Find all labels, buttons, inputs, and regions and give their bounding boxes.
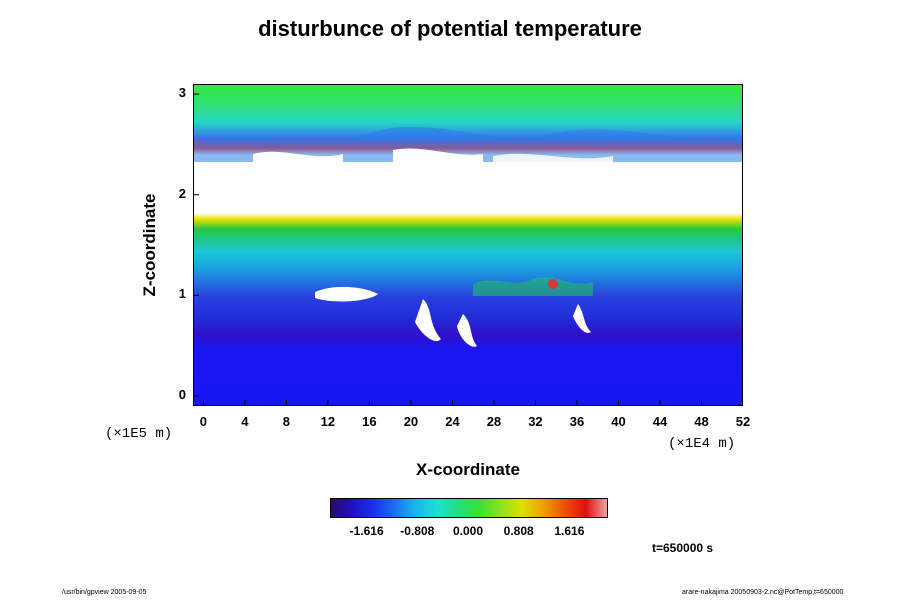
x-tick-label: 12 [320, 414, 336, 429]
colorbar-tick-label: -1.616 [349, 524, 384, 538]
white-plume-3 [573, 304, 591, 333]
white-plume-1 [415, 299, 441, 342]
colorbar-tick-label: 0.000 [452, 524, 484, 538]
red-cell [548, 279, 558, 289]
footer-left: /usr/bin/gpview 2005-09-05 [62, 589, 147, 596]
x-tick-label: 36 [569, 414, 585, 429]
chart-title: disturbunce of potential temperature [258, 16, 642, 41]
time-label: t=650000 s [652, 541, 714, 555]
x-tick-label: 48 [694, 414, 709, 429]
colorbar-tick-label: 1.616 [554, 524, 585, 538]
temperature-field [193, 84, 743, 406]
white-patch-high-2 [393, 148, 483, 162]
x-tick-label: 20 [403, 414, 419, 429]
y-tick-label-3: 3 [178, 85, 186, 100]
colorbar-tick-label: 0.808 [503, 524, 534, 538]
x-tick-label: 52 [735, 414, 751, 429]
x-tick-label: 24 [445, 414, 460, 429]
colorbar [330, 498, 608, 518]
x-scale-note: (×1E4 m) [668, 436, 736, 452]
y-tick-label-0: 0 [178, 387, 186, 402]
x-tick-label: 4 [241, 414, 249, 429]
green-cells [473, 277, 593, 296]
x-tick-label: 8 [282, 414, 290, 429]
x-tick-label: 0 [199, 414, 207, 429]
y-tick-label-1: 1 [178, 286, 186, 301]
y-tick-label-2: 2 [178, 186, 186, 201]
axis-ticks [193, 93, 743, 406]
x-tick-label: 16 [362, 414, 377, 429]
upper-wave-band [193, 126, 743, 162]
x-tick-label: 32 [528, 414, 543, 429]
y-axis-label: Z-coordinate [140, 193, 159, 297]
colorbar-tick-label: -0.808 [400, 524, 435, 538]
x-tick-label: 44 [652, 414, 668, 429]
white-plume-2 [457, 314, 477, 347]
footer-right: arare-nakajima 20050903-2.nc@PotTemp,t=6… [682, 589, 844, 596]
white-patch-high-1 [253, 151, 343, 164]
x-tick-label: 40 [611, 414, 626, 429]
x-axis-label: X-coordinate [416, 460, 520, 479]
x-tick-label: 28 [486, 414, 502, 429]
heatmap-plot-area [193, 84, 743, 406]
white-patch-low [315, 286, 378, 302]
white-patch-high-3 [493, 153, 613, 164]
y-scale-note: (×1E5 m) [105, 426, 173, 442]
